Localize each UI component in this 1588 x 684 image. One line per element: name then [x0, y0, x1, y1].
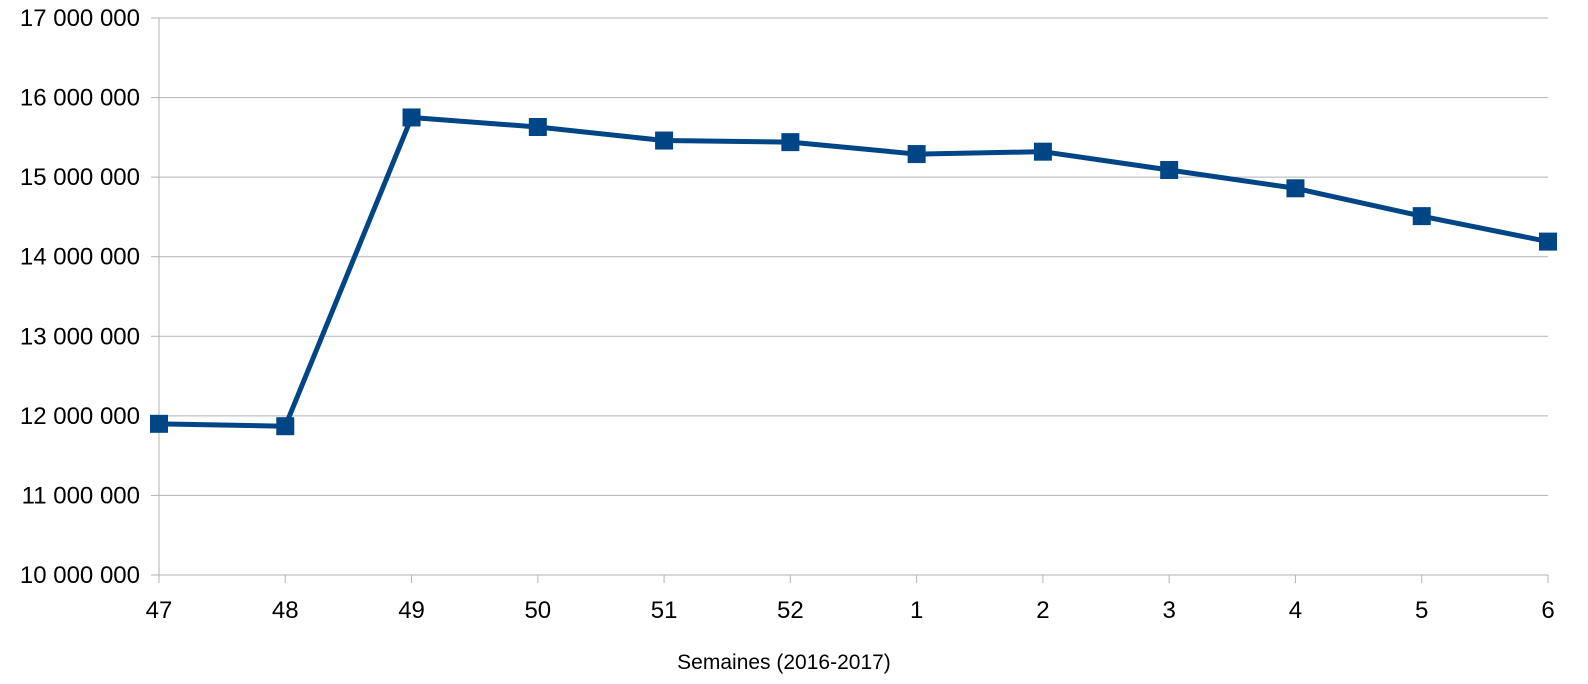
x-tick-label: 49: [398, 597, 425, 624]
data-point: [1286, 179, 1305, 198]
data-point: [402, 108, 421, 127]
x-tick-label: 4: [1289, 597, 1302, 624]
data-point: [907, 145, 926, 164]
grid-lines: [159, 17, 1548, 496]
data-point: [150, 414, 168, 433]
y-tick-labels: 10 000 000 11 000 000 12 000 000 13 000 000…: [20, 5, 140, 589]
series-layer: [150, 108, 1557, 436]
y-tick-label: 10 000 000: [20, 562, 140, 589]
x-tick-label: 48: [272, 597, 299, 624]
y-tick-label: 15 000 000: [20, 164, 140, 191]
x-tick-labels: 47 48 49 50 51 52 1 2 3 4 5 6: [146, 597, 1555, 624]
x-tick-label: 6: [1541, 597, 1554, 624]
y-tick-label: 13 000 000: [20, 323, 140, 350]
series-line: [158, 114, 1549, 429]
data-point: [781, 133, 800, 152]
data-point: [1160, 160, 1179, 179]
data-point: [528, 118, 547, 137]
x-tick-label: 5: [1415, 597, 1428, 624]
data-point: [1033, 142, 1052, 161]
x-tick-label: 52: [777, 597, 804, 624]
data-point: [655, 131, 674, 150]
axes: [151, 17, 1549, 583]
data-point: [276, 417, 295, 436]
x-axis-title: Semaines (2016-2017): [677, 651, 891, 674]
data-point: [1539, 232, 1557, 251]
y-tick-label: 11 000 000: [22, 482, 140, 509]
data-point: [1412, 207, 1431, 226]
x-tick-label: 51: [651, 597, 678, 624]
x-tick-label: 50: [524, 597, 551, 624]
x-tick-label: 47: [146, 597, 173, 624]
y-tick-label: 14 000 000: [20, 244, 140, 271]
x-tick-label: 1: [910, 597, 923, 624]
y-tick-label: 17 000 000: [20, 5, 140, 32]
y-tick-label: 16 000 000: [20, 85, 140, 112]
x-tick-label: 2: [1036, 597, 1049, 624]
x-tick-label: 3: [1163, 597, 1176, 624]
y-tick-label: 12 000 000: [20, 403, 140, 430]
